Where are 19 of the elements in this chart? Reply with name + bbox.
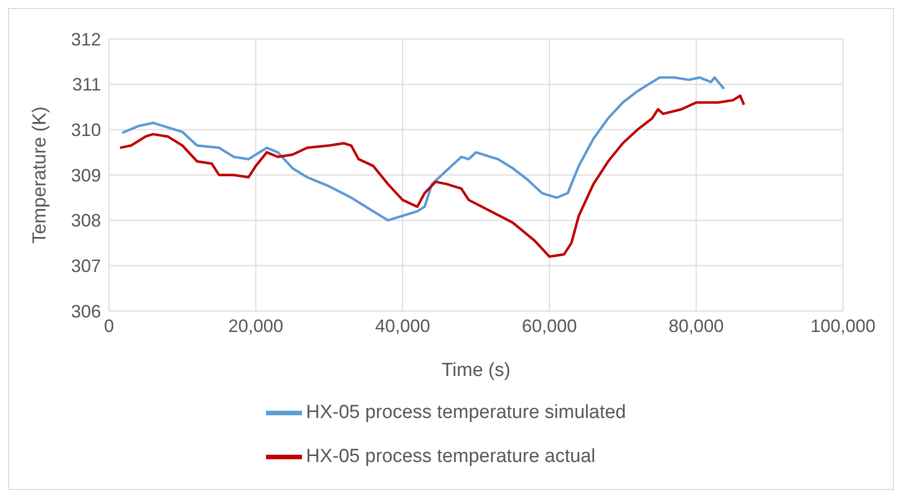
y-tick-label: 307 bbox=[70, 256, 101, 276]
y-tick-label: 309 bbox=[70, 165, 101, 186]
line-series bbox=[120, 76, 726, 222]
y-tick-label: 306 bbox=[70, 301, 101, 322]
y-axis-title: Temperature (K) bbox=[30, 106, 51, 244]
legend-label: HX-05 process temperature simulated bbox=[306, 402, 626, 423]
x-tick-label: 40,000 bbox=[375, 316, 430, 336]
x-tick-label: 80,000 bbox=[668, 316, 724, 336]
x-tick-label: 20,000 bbox=[228, 316, 284, 336]
x-tick-label: 60,000 bbox=[522, 316, 577, 336]
x-tick-label: 100,000 bbox=[810, 316, 876, 336]
line-series bbox=[118, 94, 746, 258]
legend-label: HX-05 process temperature actual bbox=[306, 446, 596, 467]
x-axis-title: Time (s) bbox=[442, 360, 510, 381]
y-tick-label: 310 bbox=[70, 120, 101, 140]
y-tick-label: 311 bbox=[72, 74, 101, 95]
x-tick-label: 0 bbox=[104, 316, 114, 336]
y-tick-label: 312 bbox=[70, 29, 101, 50]
y-tick-label: 308 bbox=[70, 210, 101, 231]
